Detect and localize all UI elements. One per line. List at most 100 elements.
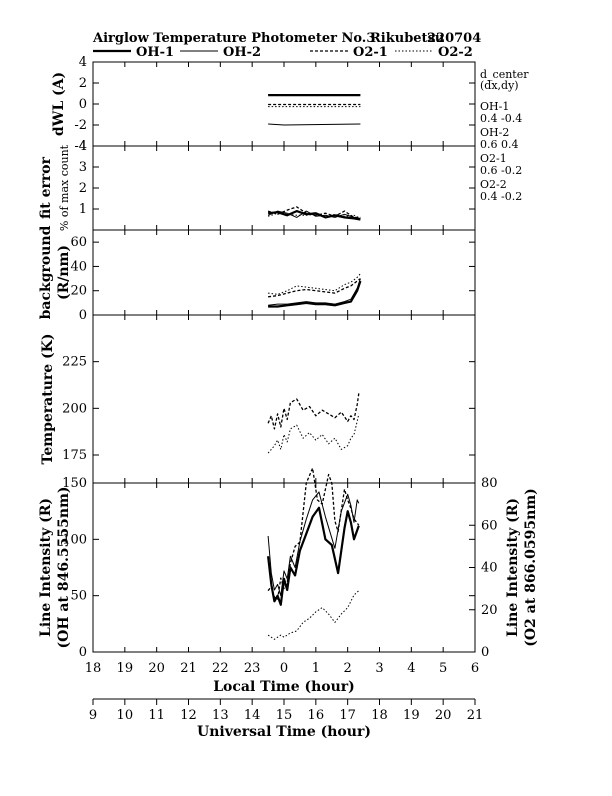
side-note-header: (dx,dy)	[480, 79, 519, 92]
figure-title: Airglow Temperature Photometer No.3	[92, 31, 375, 46]
y-tick-label: 40	[70, 259, 87, 274]
local-time-tick-label: 19	[117, 661, 134, 676]
y-axis-label: background	[38, 225, 54, 319]
y-axis-label-2: % of max count	[58, 144, 71, 231]
y-tick-label: 20	[70, 284, 87, 299]
side-note-name: OH-1	[480, 100, 509, 113]
panel-fit_error: 4 3 2 1 fit error % of max count	[38, 139, 476, 231]
panel-dwl: 4 2 0 -2 -4 dWL (A)	[51, 55, 476, 154]
side-note-values: 0.4 -0.4	[480, 112, 522, 125]
y-tick-label: 3	[79, 160, 87, 175]
side-note-name: O2-1	[480, 152, 507, 165]
y-tick-label: 4	[79, 55, 87, 70]
series-line-o2-1	[267, 393, 360, 430]
figure-station: Rikubetsu	[370, 31, 444, 46]
y-tick-label: 50	[70, 589, 87, 604]
y-tick-label: -4	[74, 139, 87, 154]
y-right-tick-label: 60	[481, 518, 498, 533]
y-axis-label: Line Intensity (R)	[38, 498, 54, 637]
y-axis-label: dWL (A)	[51, 72, 67, 136]
y-tick-label: 0	[79, 97, 87, 112]
y-tick-label: 0	[79, 308, 87, 323]
legend: OH-1 OH-2 O2-1 O2-2	[93, 45, 473, 60]
local-time-tick-label: 6	[471, 661, 479, 676]
legend-label-o2-1: O2-1	[353, 45, 388, 60]
y-right-axis-label: Line Intensity (R)	[505, 498, 521, 637]
panel-background: 60 40 20 0 background (R/nm)	[38, 225, 476, 323]
figure-header: Airglow Temperature Photometer No.3 Riku…	[92, 31, 481, 46]
y-tick-label: 225	[62, 355, 87, 370]
local-time-tick-label: 18	[85, 661, 102, 676]
y-tick-label: 0	[79, 645, 87, 660]
side-note-values: 0.6 -0.2	[480, 164, 522, 177]
universal-time-tick-label: 17	[339, 708, 356, 723]
local-time-tick-label: 23	[244, 661, 261, 676]
series-line-oh-2	[267, 210, 361, 219]
side-note-values: 0.4 -0.2	[480, 190, 522, 203]
local-time-tick-label: 20	[148, 661, 165, 676]
local-time-tick-label: 5	[439, 661, 447, 676]
series-line-o2-1	[268, 278, 361, 298]
panel-frame	[92, 229, 476, 316]
universal-time-tick-label: 21	[467, 708, 484, 723]
legend-label-o2-2: O2-2	[438, 45, 473, 60]
series-line-oh-1	[268, 280, 362, 308]
y-tick-label: 1	[79, 202, 87, 217]
y-right-tick-label: 20	[481, 603, 498, 618]
side-note-values: 0.6 0.4	[480, 138, 518, 151]
local-time-tick-label: 4	[407, 661, 415, 676]
y-right-tick-label: 0	[481, 645, 489, 660]
side-notes: d_center(dx,dy)OH-10.4 -0.4OH-20.6 0.4O2…	[480, 68, 529, 203]
universal-time-tick-label: 19	[403, 708, 420, 723]
series-line-oh-2	[268, 123, 361, 126]
y-tick-label: 2	[79, 181, 87, 196]
universal-time-tick-label: 9	[89, 708, 97, 723]
y-right-tick-label: 80	[481, 476, 498, 491]
y-tick-label: 150	[62, 476, 87, 491]
series-line-o2-1	[267, 206, 361, 219]
y-axis-label-2: (OH at 846.5555nm)	[56, 486, 72, 648]
y-tick-label: 4	[79, 139, 87, 154]
side-note-name: O2-2	[480, 178, 507, 191]
side-note-name: OH-2	[480, 126, 509, 139]
universal-time-tick-label: 12	[180, 708, 197, 723]
y-axis-label: Temperature (K)	[40, 334, 56, 465]
universal-time-axis-label: Universal Time (hour)	[197, 724, 371, 740]
y-axis-label: fit error	[38, 156, 54, 219]
panel-temperature: 225 200 175 Temperature (K)	[40, 314, 476, 484]
y-tick-label: 2	[79, 76, 87, 91]
local-time-tick-label: 2	[344, 661, 352, 676]
y-right-axis-label-2: (O2 at 866.0595nm)	[523, 488, 539, 647]
y-tick-label: 175	[62, 448, 87, 463]
y-tick-label: 200	[62, 401, 87, 416]
universal-time-tick-label: 16	[308, 708, 325, 723]
panel-frame	[92, 145, 476, 231]
universal-time-tick-label: 20	[435, 708, 452, 723]
series-line-oh-2	[268, 278, 361, 306]
local-time-tick-label: 1	[312, 661, 320, 676]
y-axis-label-2: (R/nm)	[56, 245, 72, 300]
side-note-header: d_center	[480, 68, 529, 81]
y-tick-label: 60	[70, 235, 87, 250]
y-right-tick-label: 40	[481, 561, 498, 576]
legend-label-oh-1: OH-1	[136, 45, 174, 60]
series-line-oh-2	[267, 491, 360, 597]
y-tick-label: 100	[62, 532, 87, 547]
local-time-tick-label: 21	[180, 661, 197, 676]
series-line-o2-2	[267, 212, 361, 219]
local-time-tick-label: 3	[375, 661, 383, 676]
panel-frame	[92, 482, 476, 653]
series-line-o2-2	[267, 590, 360, 640]
universal-time-tick-label: 18	[371, 708, 388, 723]
universal-time-tick-label: 14	[244, 708, 261, 723]
universal-time-tick-label: 13	[212, 708, 229, 723]
universal-time-tick-label: 11	[148, 708, 165, 723]
local-time-tick-label: 0	[280, 661, 288, 676]
universal-time-tick-label: 10	[117, 708, 134, 723]
series-line-oh-1	[267, 210, 361, 221]
